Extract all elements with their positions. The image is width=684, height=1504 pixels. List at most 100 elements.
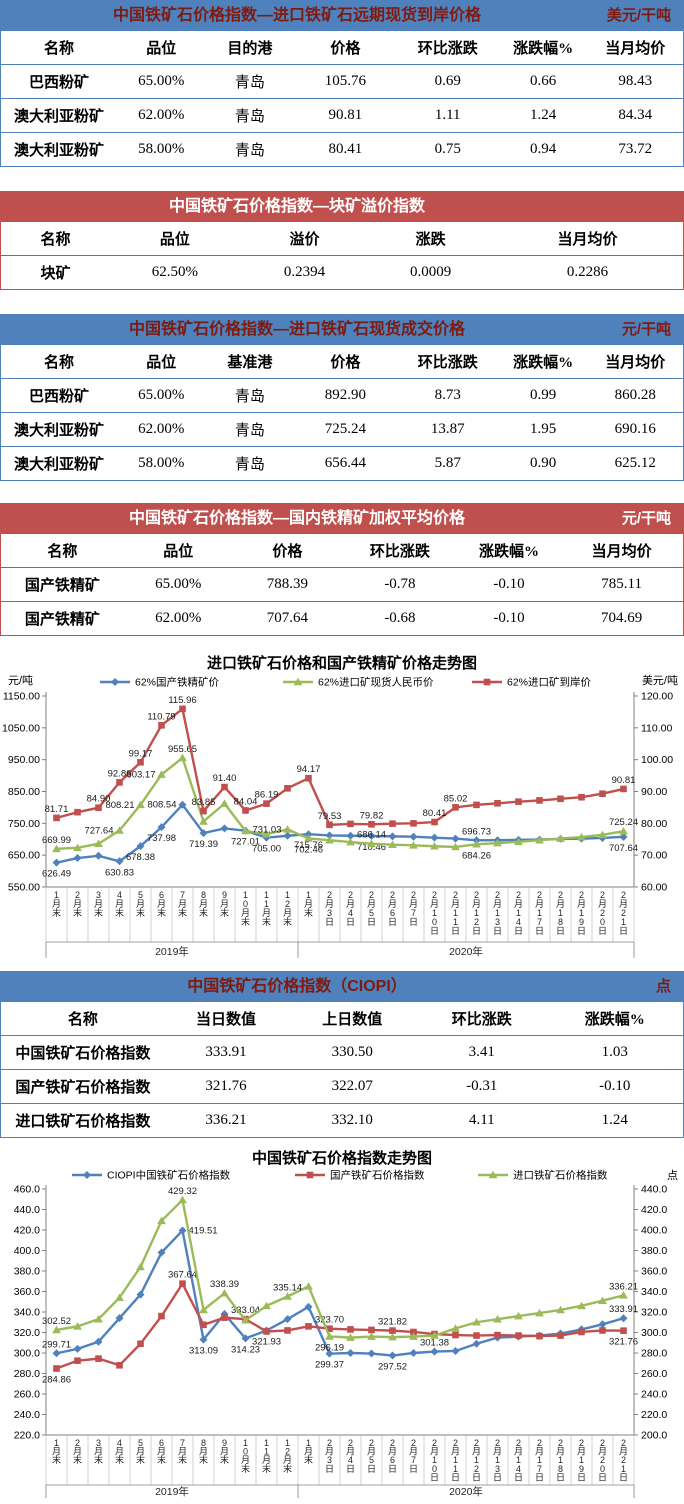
data-point-triangle [556, 834, 565, 842]
data-label: 323.70 [315, 1315, 344, 1326]
left-axis-tick-label: 850.00 [8, 786, 40, 798]
table-title: 中国铁矿石价格指数—块矿溢价指数 [168, 198, 425, 215]
column-header: 当日数值 [196, 1011, 257, 1028]
data-point-triangle [73, 843, 82, 852]
data-label: 737.98 [147, 833, 176, 844]
data-point-triangle [619, 1291, 628, 1299]
column-header: 名称 [43, 354, 74, 371]
data-point-square [620, 1327, 627, 1334]
data-label: 86.19 [255, 790, 279, 801]
table-header-row: 名称 当日数值 上日数值 环比涨跌 涨跌幅% [1, 1002, 683, 1035]
right-axis-tick-label: 110.00 [641, 722, 672, 734]
data-label: 336.21 [609, 1281, 638, 1292]
left-axis-tick-label: 260.0 [14, 1389, 40, 1401]
data-point-diamond [409, 1349, 418, 1357]
data-point-square [473, 801, 480, 809]
data-point-triangle [136, 1262, 145, 1271]
data-point-square [158, 1312, 165, 1320]
row-name-cell: 中国铁矿石价格指数 [1, 1034, 165, 1069]
value-cell: 860.28 [587, 377, 683, 412]
right-axis-tick-label: 240.0 [641, 1389, 667, 1401]
left-axis-tick-label: 240.0 [14, 1409, 40, 1421]
value-cell: 58.00% [116, 131, 206, 166]
data-label: 678.38 [126, 852, 155, 863]
right-axis-tick-label: 80.00 [641, 818, 667, 830]
value-cell: 333.91 [164, 1034, 288, 1069]
data-label: 715.76 [294, 840, 323, 851]
data-table: 名称 品位 价格 环比涨跌 涨跌幅% 当月均价 国产铁精矿 65.00% 788.39 -0.78… [1, 534, 683, 635]
table-unit-label: 点 [655, 978, 671, 995]
value-cell: 8.73 [396, 377, 499, 412]
data-label: 90.81 [612, 775, 636, 786]
table-row: 国产铁精矿 62.00% 707.64 -0.68 -0.10 704.69 [1, 600, 683, 635]
data-label: 299.37 [315, 1360, 344, 1371]
left-axis-tick-label: 440.0 [14, 1204, 40, 1216]
data-point-square [263, 1328, 270, 1335]
row-name-cell: 国产铁精矿 [1, 600, 124, 635]
data-label: 705.00 [252, 844, 281, 855]
x-axis-label: 1 0 月末 [241, 890, 250, 927]
data-point-triangle [451, 842, 460, 851]
data-point-square [284, 785, 291, 792]
value-cell: 青岛 [205, 131, 295, 166]
data-label: 296.19 [315, 1342, 344, 1353]
column-header: 名称 [67, 1011, 98, 1028]
value-cell: 58.00% [116, 445, 206, 480]
price-table-forward-cfr: 中国铁矿石价格指数—进口铁矿石远期现货到岸价格 美元/干吨 名称 品位 目的港 价格 环比涨… [0, 0, 684, 167]
data-point-square [305, 1323, 312, 1330]
row-name-cell: 巴西粉矿 [1, 377, 117, 412]
left-axis-tick-label: 400.0 [14, 1245, 40, 1257]
data-point-diamond [220, 824, 229, 833]
data-point-triangle [136, 800, 145, 809]
data-point-triangle [157, 1216, 166, 1225]
data-point-triangle [241, 826, 250, 835]
table-row: 巴西粉矿 65.00% 青岛 105.76 0.69 0.66 98.43 [1, 63, 683, 98]
x-axis-label: 7 月末 [178, 890, 187, 918]
data-label: 321.76 [609, 1337, 638, 1348]
table-row: 进口铁矿石价格指数 336.21 332.10 4.11 1.24 [1, 1102, 683, 1137]
left-axis-tick-label: 750.00 [8, 818, 40, 830]
data-point-diamond [388, 832, 397, 841]
x-axis-label: 1 2 月末 [283, 890, 292, 927]
value-cell: 4.11 [417, 1102, 547, 1137]
left-axis-tick-label: 420.0 [14, 1225, 40, 1237]
row-name-cell: 进口铁矿石价格指数 [1, 1102, 165, 1137]
column-header: 涨跌幅% [513, 354, 574, 371]
value-cell: 13.87 [396, 411, 499, 446]
value-cell: 785.11 [560, 566, 683, 601]
table-header-bar: 中国铁矿石价格指数—块矿溢价指数 [1, 191, 683, 222]
x-axis-label: 1 月末 [52, 890, 61, 918]
data-point-diamond [94, 1337, 103, 1346]
column-header: 上日数值 [322, 1011, 383, 1028]
data-point-diamond [199, 829, 208, 838]
table-header-row: 名称 品位 目的港 价格 环比涨跌 涨跌幅% 当月均价 [1, 31, 683, 64]
data-label: 955.65 [168, 744, 197, 755]
data-label: 903.17 [126, 770, 155, 781]
data-point-square [452, 1331, 459, 1339]
data-point-triangle [262, 1301, 271, 1310]
table-title: 中国铁矿石价格指数—国内铁精矿加权平均价格 [128, 510, 465, 527]
data-point-square [158, 722, 165, 729]
value-cell: 84.34 [587, 97, 683, 132]
data-label: 80.41 [423, 808, 447, 819]
x-axis-label: 1 1 月末 [262, 890, 271, 927]
column-header: 名称 [40, 231, 71, 248]
data-point-triangle [409, 1332, 418, 1340]
data-label: 84.90 [87, 794, 111, 805]
value-cell: 690.16 [587, 411, 683, 446]
table-header-bar: 中国铁矿石价格指数—进口铁矿石现货成交价格 元/干吨 [1, 314, 683, 345]
column-header: 环比涨跌 [451, 1011, 512, 1028]
data-point-diamond [472, 1339, 481, 1348]
data-point-square [284, 1327, 291, 1334]
data-point-triangle [115, 1293, 124, 1301]
data-point-diamond [52, 858, 61, 867]
data-point-square [620, 785, 627, 793]
data-label: 727.64 [84, 825, 113, 836]
